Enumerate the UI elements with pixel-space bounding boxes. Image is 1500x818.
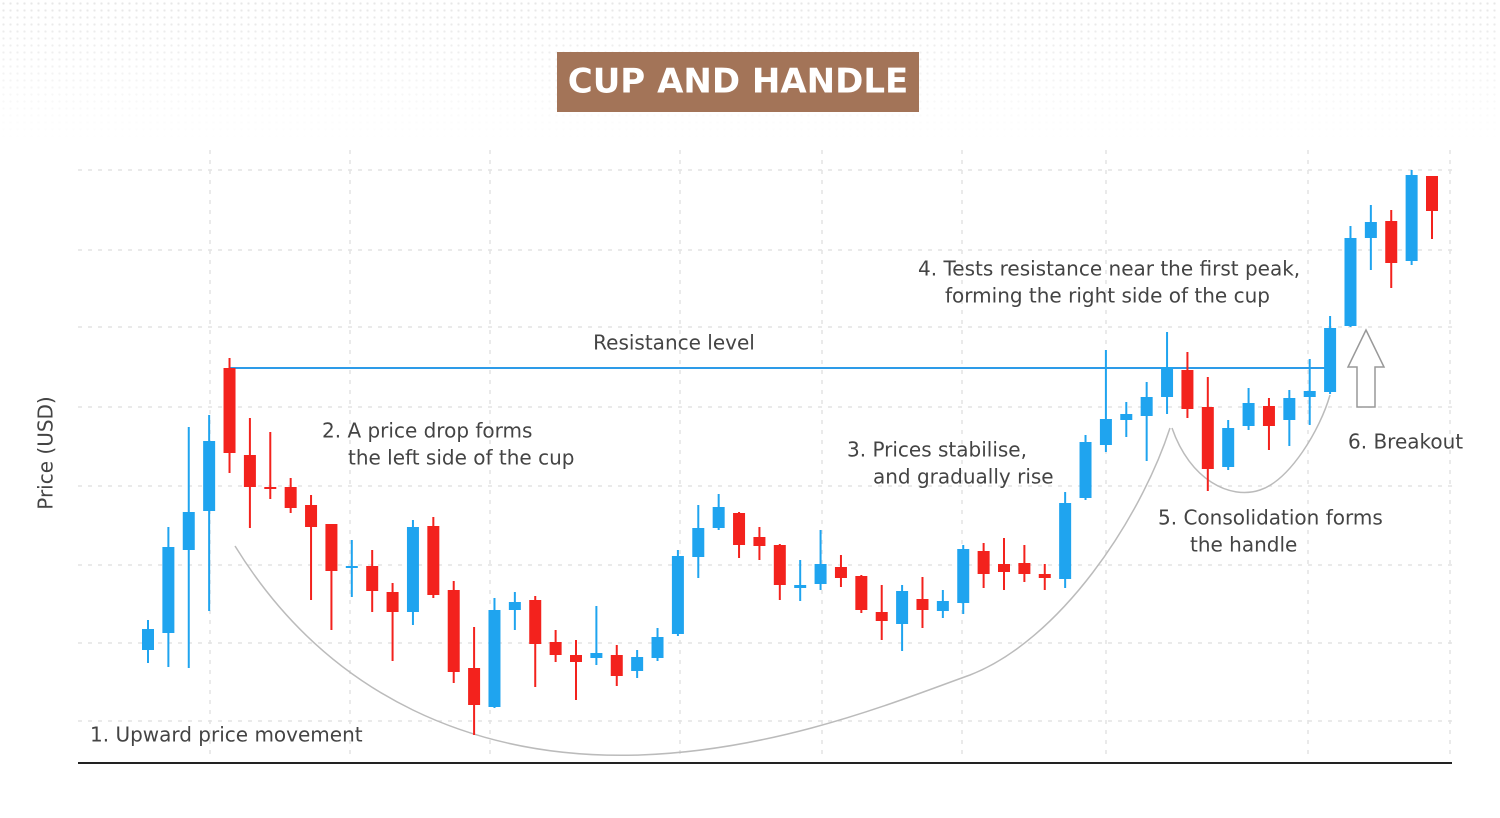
candle-body [508, 602, 521, 610]
chart-title: CUP AND HANDLE [568, 62, 908, 102]
candle-body [243, 455, 256, 487]
candle-body [814, 564, 827, 584]
candle-body [162, 547, 175, 633]
candle-body [1344, 238, 1357, 326]
annotation: the handle [1190, 533, 1297, 557]
candle-body [264, 487, 277, 489]
annotation: the left side of the cup [348, 446, 574, 470]
candle-body [1099, 419, 1112, 445]
annotation: forming the right side of the cup [945, 284, 1270, 308]
title-box [557, 52, 919, 112]
candle-body [549, 642, 562, 655]
candle-body [834, 567, 847, 578]
candle-body [1222, 428, 1235, 467]
candle-body [712, 507, 725, 528]
annotation: 2. A price drop forms [322, 419, 532, 443]
candle-body [773, 545, 786, 585]
candle-body [855, 576, 868, 610]
candle-body [733, 513, 746, 545]
candle-body [631, 657, 644, 671]
y-axis-label: Price (USD) [34, 396, 58, 510]
candle-body [692, 528, 705, 557]
grid [78, 150, 1452, 760]
candle-body [875, 612, 888, 621]
candle-body [1426, 176, 1438, 211]
candle-body [936, 601, 949, 611]
candle-body [325, 524, 338, 571]
candle-body [957, 549, 970, 603]
candle-body [284, 487, 297, 508]
candle-body [570, 655, 582, 662]
candle-body [1364, 222, 1377, 238]
candle-body [406, 527, 419, 612]
candle-body [610, 655, 623, 676]
candle-body [447, 590, 460, 672]
annotation: 3. Prices stabilise, [847, 438, 1027, 462]
breakout-arrow [1346, 328, 1386, 408]
annotation: 1. Upward price movement [90, 723, 363, 747]
handle-curve [1171, 394, 1331, 494]
candle-body [794, 585, 807, 588]
candle-body [203, 441, 216, 511]
candle-body [896, 591, 909, 624]
candle-body [590, 653, 603, 658]
candle-body [1385, 221, 1398, 263]
candle-body [651, 637, 664, 658]
candle-body [142, 629, 154, 650]
cup-curve [234, 427, 1171, 757]
candle-body [916, 599, 929, 610]
candle-body [1324, 328, 1337, 392]
candle-body [386, 592, 399, 612]
candle-body [366, 566, 379, 591]
candle-body [671, 556, 684, 634]
candle-body [1079, 442, 1092, 498]
annotation: and gradually rise [873, 465, 1054, 489]
candle-body [223, 368, 236, 453]
candle-body [1140, 397, 1153, 416]
candle-body [1201, 407, 1214, 469]
annotation: 6. Breakout [1348, 430, 1463, 454]
candle-body [1262, 406, 1275, 426]
candle-body [182, 512, 195, 550]
candle-body [977, 551, 990, 574]
candle-body [753, 537, 766, 546]
candle-body [998, 564, 1010, 572]
candle-body [468, 668, 481, 705]
candle-body [1120, 414, 1133, 420]
candle-body [1303, 391, 1316, 397]
candle-body [345, 566, 358, 568]
candle-body [1161, 367, 1174, 397]
candle-body [305, 505, 318, 527]
annotation: 5. Consolidation forms [1158, 506, 1383, 530]
resistance-label: Resistance level [593, 331, 755, 355]
candle-body [1405, 175, 1418, 261]
candle-body [1181, 370, 1194, 409]
candle-body [1242, 403, 1255, 426]
candle-body [1059, 503, 1072, 579]
annotation: 4. Tests resistance near the first peak, [918, 257, 1300, 281]
candle-body [529, 600, 542, 644]
candle-body [1018, 563, 1031, 574]
candle-body [1283, 398, 1296, 420]
candle-body [1038, 574, 1051, 578]
candle-body [427, 526, 440, 595]
candle-body [488, 610, 501, 707]
